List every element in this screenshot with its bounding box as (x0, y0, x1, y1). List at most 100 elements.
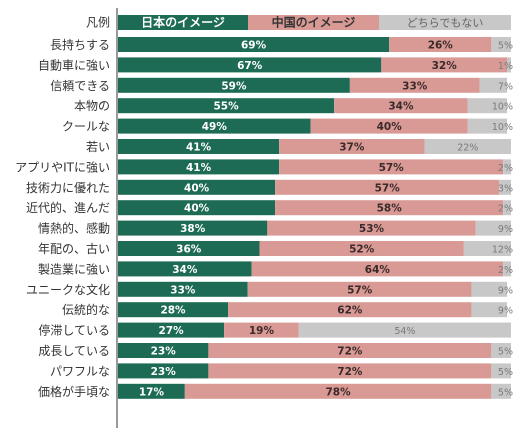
bar-0-14 (118, 322, 225, 338)
data-label-0-6: 41% (186, 162, 212, 174)
bar-1-10 (259, 241, 464, 256)
bar-2-14 (298, 322, 511, 338)
legend-swatch-1 (248, 15, 379, 30)
bar-2-1 (507, 57, 511, 73)
data-label-0-7: 40% (184, 182, 210, 194)
bar-1-5 (279, 139, 425, 154)
legend-label-0: 日本のイメージ (141, 15, 225, 30)
bar-2-10 (463, 241, 511, 256)
bar-0-4 (118, 118, 311, 134)
data-label-2-9: 9% (498, 224, 513, 235)
bar-2-3 (467, 98, 508, 114)
bar-0-16 (118, 363, 209, 379)
data-label-2-14: 54% (394, 326, 415, 337)
bar-2-15 (491, 343, 511, 358)
data-label-2-16: 5% (498, 367, 513, 378)
data-label-0-13: 28% (160, 305, 186, 317)
data-label-2-0: 5% (498, 41, 513, 52)
data-label-1-1: 32% (432, 60, 458, 72)
data-label-2-2: 7% (498, 81, 513, 92)
bar-2-7 (499, 179, 511, 195)
category-label-11: 製造業に強い (38, 262, 110, 276)
bar-0-13 (118, 302, 229, 318)
bar-1-7 (275, 179, 500, 195)
category-label-6: アプリやITに強い (15, 160, 110, 174)
data-label-2-1: 1% (498, 61, 513, 72)
data-label-2-13: 9% (498, 306, 513, 317)
bar-1-13 (228, 302, 472, 318)
bar-2-5 (424, 139, 511, 154)
bar-0-3 (118, 98, 335, 114)
bar-1-8 (275, 200, 504, 216)
bar-2-17 (491, 383, 511, 399)
category-label-10: 年配の、古い (38, 241, 110, 256)
category-label-8: 近代的、進んだ (26, 200, 110, 215)
bar-0-0 (118, 37, 390, 52)
data-label-1-4: 40% (377, 121, 403, 133)
bar-1-14 (224, 322, 299, 338)
data-label-0-9: 38% (180, 223, 206, 235)
data-label-2-5: 22% (457, 143, 478, 154)
bar-0-7 (118, 179, 276, 195)
bar-1-2 (349, 77, 480, 93)
category-label-9: 情熱的、感動 (38, 221, 110, 236)
bar-1-15 (208, 343, 492, 358)
data-label-1-3: 34% (388, 101, 414, 113)
category-label-17: 価格が手頃な (38, 384, 110, 399)
category-label-4: クールな (62, 120, 110, 134)
data-label-0-17: 17% (139, 386, 165, 398)
bar-2-4 (467, 118, 508, 134)
bar-2-6 (503, 159, 511, 175)
bar-1-3 (334, 98, 468, 114)
bar-0-5 (118, 139, 280, 154)
data-label-0-16: 23% (151, 366, 177, 378)
data-label-1-10: 52% (349, 244, 375, 256)
category-label-5: 若い (86, 140, 110, 154)
category-label-0: 長持ちする (50, 37, 110, 52)
bar-1-16 (208, 363, 492, 379)
bar-1-0 (389, 37, 492, 52)
data-label-1-12: 57% (347, 284, 373, 296)
bar-0-6 (118, 159, 280, 175)
data-label-1-6: 57% (379, 162, 405, 174)
bar-0-1 (118, 57, 382, 73)
bar-0-10 (118, 241, 260, 256)
data-label-0-15: 23% (151, 346, 177, 358)
bar-2-13 (471, 302, 508, 318)
category-label-16: パワフルな (50, 364, 110, 378)
data-label-0-14: 27% (158, 325, 184, 337)
data-label-0-0: 69% (241, 40, 267, 52)
data-label-1-17: 78% (326, 386, 352, 398)
data-label-0-8: 40% (184, 203, 210, 215)
data-label-1-2: 33% (402, 80, 428, 92)
bar-1-11 (251, 261, 504, 277)
category-label-14: 停滞している (38, 323, 110, 338)
data-label-0-3: 55% (214, 101, 240, 113)
category-label-12: ユニークな文化 (26, 282, 110, 297)
legend-label-1: 中国のイメージ (272, 15, 356, 30)
bar-1-6 (279, 159, 504, 175)
bar-0-2 (118, 77, 350, 93)
data-label-1-13: 62% (337, 305, 363, 317)
bar-1-12 (247, 281, 472, 297)
bar-2-2 (479, 77, 508, 93)
data-label-1-15: 72% (337, 346, 363, 358)
category-label-3: 本物の (74, 99, 110, 113)
data-label-0-11: 34% (172, 264, 198, 276)
data-label-0-2: 59% (221, 80, 247, 92)
bar-1-17 (184, 383, 492, 399)
data-label-1-7: 57% (375, 182, 401, 194)
data-label-1-14: 19% (249, 325, 275, 337)
data-label-2-3: 10% (492, 102, 513, 113)
bar-1-4 (310, 118, 468, 134)
data-label-2-12: 9% (498, 285, 513, 296)
legend-title: 凡例 (86, 16, 110, 30)
data-label-2-4: 10% (492, 122, 513, 133)
bar-0-11 (118, 261, 252, 277)
data-label-0-1: 67% (237, 60, 263, 72)
data-label-1-8: 58% (377, 203, 403, 215)
data-label-2-15: 5% (498, 347, 513, 358)
data-label-2-6: 2% (498, 163, 513, 174)
legend-swatch-0 (118, 15, 248, 30)
